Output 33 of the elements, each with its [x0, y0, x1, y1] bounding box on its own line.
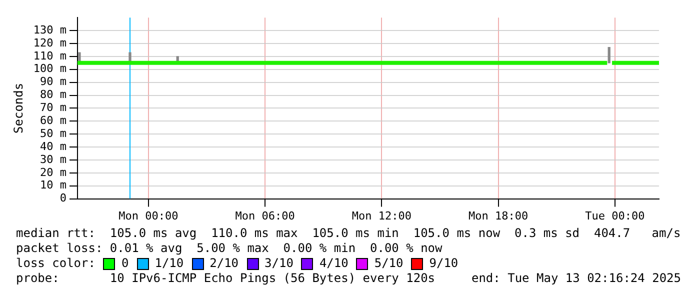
text: loss color:	[16, 256, 96, 271]
x-tick-label: Mon 06:00	[235, 209, 295, 222]
x-tick-label: Mon 00:00	[118, 209, 178, 222]
bar	[608, 47, 610, 64]
y-tick-label: 100 m	[33, 62, 67, 76]
y-axis-title: Seconds	[11, 82, 26, 134]
x-tick-label: Mon 18:00	[468, 209, 528, 222]
text: probe: 10 IPv6-ICMP Echo Pings (56 Bytes) every 120s	[16, 271, 436, 286]
text: median rtt: 105.0 ms avg 110.0 ms max 105.0 ms min 105.0 ms now 0.3 ms sd 404.7 am/s	[16, 226, 682, 241]
y-tick-label: 70 m	[40, 101, 67, 114]
y-tick-label: 130 m	[33, 23, 67, 36]
y-tick-label: 40 m	[40, 140, 67, 153]
text: 5/10	[374, 256, 404, 271]
y-tick-label: 0	[60, 192, 67, 205]
text: 9/10	[429, 256, 458, 271]
y-tick-label: 30 m	[40, 152, 67, 166]
y-tick-label: 120 m	[33, 36, 67, 50]
text: 2/10	[210, 256, 239, 271]
y-tick-label: 10 m	[40, 178, 67, 192]
y-tick-label: 20 m	[40, 166, 67, 179]
y-tick-label: 80 m	[40, 88, 67, 102]
text: 0	[121, 256, 129, 271]
x-tick-label: Tue 00:00	[585, 209, 645, 222]
y-tick-label: 60 m	[40, 114, 67, 127]
x-tick-label: Mon 12:00	[352, 209, 412, 222]
text: end: Tue May 13 02:16:24 2025	[471, 271, 681, 286]
y-tick-label: 110 m	[33, 49, 67, 62]
y-tick-label: 50 m	[40, 126, 67, 140]
y-tick-label: 90 m	[40, 75, 67, 88]
text: 4/10	[319, 256, 348, 271]
text: packet loss: 0.01 % avg 5.00 % max 0.00 % min 0.00 % now	[16, 241, 444, 256]
text: 1/10	[154, 256, 184, 271]
text: 3/10	[264, 256, 294, 271]
